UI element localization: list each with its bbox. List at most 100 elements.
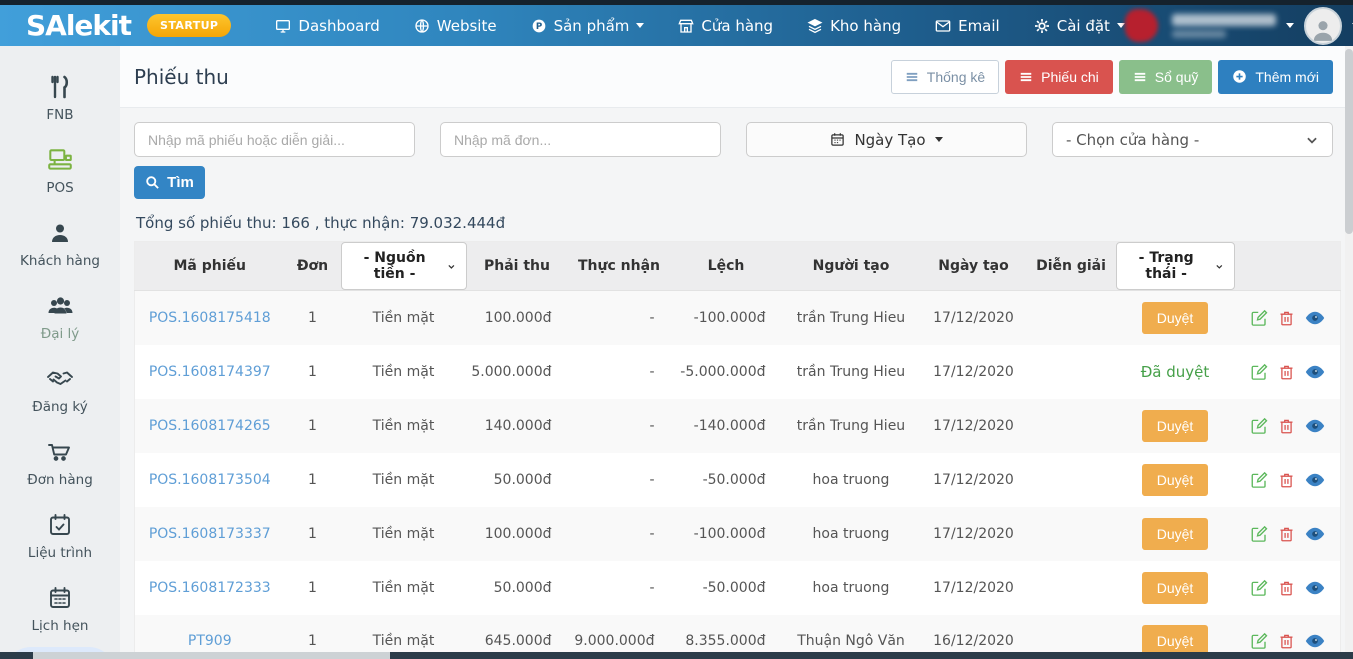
edit-icon[interactable] xyxy=(1250,579,1268,597)
eye-icon[interactable] xyxy=(1305,472,1325,488)
trash-icon[interactable] xyxy=(1278,471,1295,489)
received-cell: - xyxy=(649,525,655,542)
row-actions-cell xyxy=(1235,399,1341,453)
sidebar-item-agents[interactable]: Đại lý xyxy=(5,282,115,353)
eye-icon[interactable] xyxy=(1305,526,1325,542)
handshake-icon xyxy=(46,365,74,392)
sidebar-item-orders[interactable]: Đơn hàng xyxy=(5,428,115,499)
status-approved-text: Đã duyệt xyxy=(1140,362,1210,381)
edit-icon[interactable] xyxy=(1250,417,1268,435)
eye-icon[interactable] xyxy=(1305,633,1325,649)
status-approve-button[interactable]: Duyệt xyxy=(1141,301,1209,334)
list-icon xyxy=(906,72,918,81)
vertical-scrollbar-thumb[interactable] xyxy=(1345,49,1353,234)
status-approve-button[interactable]: Duyệt xyxy=(1141,463,1209,496)
sidebar-item-pos[interactable]: POS xyxy=(5,136,115,207)
eye-icon[interactable] xyxy=(1305,364,1325,380)
user-name-blurred[interactable] xyxy=(1171,13,1276,38)
edit-icon[interactable] xyxy=(1250,525,1268,543)
status-approve-button[interactable]: Duyệt xyxy=(1141,409,1209,442)
horizontal-scrollbar[interactable] xyxy=(0,652,1353,659)
nav-item-products[interactable]: P Sản phẩm xyxy=(531,17,645,35)
voucher-code-link[interactable]: PT909 xyxy=(187,633,232,650)
users-icon xyxy=(47,292,74,319)
sidebar-item-fnb[interactable]: FNB xyxy=(5,63,115,134)
edit-icon[interactable] xyxy=(1250,471,1268,489)
col-header-creator: Người tạo xyxy=(781,241,921,291)
voucher-code-link[interactable]: POS.1608173504 xyxy=(148,471,271,488)
voucher-code-link[interactable]: POS.1608175418 xyxy=(148,309,271,326)
nav-item-email[interactable]: Email xyxy=(935,17,1000,35)
eye-icon[interactable] xyxy=(1305,580,1325,596)
row-actions-cell xyxy=(1235,345,1341,399)
order-count-cell: 1 xyxy=(308,309,317,326)
eye-icon[interactable] xyxy=(1305,418,1325,434)
status-cell: Duyệt xyxy=(1116,291,1235,345)
nav-item-dashboard[interactable]: Dashboard xyxy=(275,17,380,35)
chevron-down-icon xyxy=(1216,264,1223,269)
order-count-cell: 1 xyxy=(308,363,317,380)
store-select[interactable]: - Chọn cửa hàng - xyxy=(1052,122,1333,157)
difference-cell: -100.000đ xyxy=(693,525,766,542)
table-row: POS.1608174397 1 Tiền mặt 5.000.000đ - -… xyxy=(134,344,1341,399)
trash-icon[interactable] xyxy=(1278,579,1295,597)
trash-icon[interactable] xyxy=(1278,363,1295,381)
edit-icon[interactable] xyxy=(1250,632,1268,650)
trash-icon[interactable] xyxy=(1278,632,1295,650)
vertical-scrollbar[interactable] xyxy=(1345,46,1353,652)
sidebar-item-customers[interactable]: Khách hàng xyxy=(5,209,115,280)
col-header-created-date: Ngày tạo xyxy=(920,241,1027,291)
status-approve-button[interactable]: Duyệt xyxy=(1141,517,1209,550)
must-collect-cell: 140.000đ xyxy=(484,417,552,434)
created-date-filter-button[interactable]: Ngày Tạo xyxy=(746,122,1027,157)
voucher-code-link[interactable]: POS.1608173337 xyxy=(148,525,271,542)
chevron-down-icon[interactable] xyxy=(1351,23,1353,28)
nav-item-website[interactable]: Website xyxy=(414,17,497,35)
sidebar: FNB POS Khách hàng Đại lý Đăng ký Đơn hà… xyxy=(0,46,120,659)
eye-icon[interactable] xyxy=(1305,310,1325,326)
avatar[interactable] xyxy=(1303,6,1342,45)
voucher-code-link[interactable]: POS.1608174265 xyxy=(148,417,271,434)
voucher-code-link[interactable]: POS.1608172333 xyxy=(148,579,271,596)
user-icon xyxy=(48,219,72,246)
order-code-search-input[interactable] xyxy=(440,122,721,157)
difference-cell: -50.000đ xyxy=(702,471,766,488)
edit-icon[interactable] xyxy=(1250,363,1268,381)
nav-item-stores[interactable]: Cửa hàng xyxy=(678,17,773,35)
status-select[interactable]: - Trạng thái - xyxy=(1115,242,1235,290)
trash-icon[interactable] xyxy=(1278,417,1295,435)
row-actions-cell xyxy=(1235,615,1341,659)
add-new-button[interactable]: Thêm mới xyxy=(1218,59,1333,94)
statistics-button[interactable]: Thống kê xyxy=(890,59,1000,94)
money-source-select[interactable]: - Nguồn tiền - xyxy=(340,242,467,290)
row-actions-cell xyxy=(1235,453,1341,507)
horizontal-scrollbar-thumb[interactable] xyxy=(33,652,390,659)
must-collect-cell: 5.000.000đ xyxy=(471,363,552,380)
description-cell xyxy=(1027,399,1116,453)
brand-logo[interactable]: SAlekit xyxy=(26,9,132,42)
description-cell xyxy=(1027,345,1116,399)
sidebar-item-register[interactable]: Đăng ký xyxy=(5,355,115,426)
edit-icon[interactable] xyxy=(1250,309,1268,327)
svg-text:P: P xyxy=(535,22,541,32)
search-button[interactable]: Tìm xyxy=(134,166,205,199)
voucher-code-search-input[interactable] xyxy=(134,122,415,157)
status-approve-button[interactable]: Duyệt xyxy=(1141,571,1209,604)
sidebar-item-appointments[interactable]: Lịch hẹn xyxy=(5,574,115,645)
money-source-cell: Tiền mặt xyxy=(372,417,435,434)
startup-plan-badge[interactable]: STARTUP xyxy=(147,14,232,37)
nav-item-warehouse[interactable]: Kho hàng xyxy=(807,17,901,35)
chevron-down-icon[interactable] xyxy=(1285,23,1294,28)
creator-cell: trần Trung Hieu xyxy=(796,309,906,326)
voucher-code-link[interactable]: POS.1608174397 xyxy=(148,363,271,380)
status-approve-button[interactable]: Duyệt xyxy=(1141,625,1209,658)
trash-icon[interactable] xyxy=(1278,525,1295,543)
must-collect-cell: 50.000đ xyxy=(493,471,552,488)
payment-vouchers-button[interactable]: Phiếu chi xyxy=(1005,59,1113,94)
sidebar-item-treatments[interactable]: Liệu trình xyxy=(5,501,115,572)
nav-item-settings[interactable]: Cài đặt xyxy=(1034,17,1125,35)
trash-icon[interactable] xyxy=(1278,309,1295,327)
cash-book-button[interactable]: Sổ quỹ xyxy=(1118,59,1213,94)
summary-totals: Tổng số phiếu thu: 166 , thực nhận: 79.0… xyxy=(136,214,506,232)
must-collect-cell: 100.000đ xyxy=(484,525,552,542)
